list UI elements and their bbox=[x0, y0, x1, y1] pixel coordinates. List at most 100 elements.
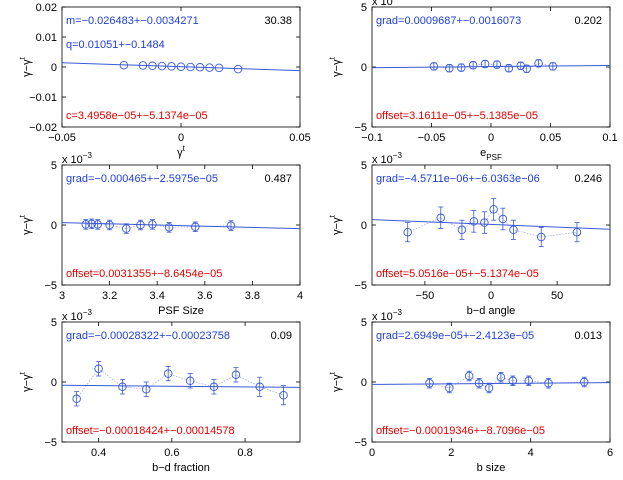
y-axis-label: γ−γt bbox=[18, 214, 33, 234]
x-tick-label: 3.4 bbox=[150, 290, 165, 302]
data-point bbox=[544, 378, 553, 388]
value-label: 0.09 bbox=[271, 330, 292, 342]
x-tick-label: 0.1 bbox=[602, 132, 617, 144]
axis-exponent: x 10−3 bbox=[372, 151, 402, 166]
x-tick-label: 0 bbox=[178, 132, 184, 144]
y-tick-label: 5 bbox=[51, 317, 57, 329]
data-point bbox=[496, 372, 506, 382]
y-tick-label: −5 bbox=[354, 437, 367, 449]
panel-4: −50 0 50−505 x 10−3b−d angleγ−γtgrad=−4.571… bbox=[328, 151, 611, 317]
data-point bbox=[468, 60, 478, 70]
y-axis-label: γ−γt bbox=[18, 371, 33, 391]
data-point bbox=[81, 220, 91, 229]
y-tick-label: 5 bbox=[361, 160, 367, 172]
data-point bbox=[94, 364, 103, 374]
x-axis-label: b size bbox=[477, 462, 506, 474]
data-point bbox=[534, 59, 543, 68]
data-point bbox=[167, 62, 176, 71]
data-point bbox=[231, 370, 241, 380]
data-point bbox=[480, 59, 490, 69]
data-point bbox=[226, 221, 236, 230]
axis-exponent: x 10−3 bbox=[372, 0, 402, 8]
x-tick-label: 0.05 bbox=[289, 132, 310, 144]
y-tick-label: −5 bbox=[44, 280, 57, 292]
fit-line bbox=[371, 219, 611, 230]
y-tick-label: 5 bbox=[361, 317, 367, 329]
data-point bbox=[498, 214, 508, 224]
data-point bbox=[141, 384, 151, 394]
data-point bbox=[195, 63, 205, 72]
data-point bbox=[548, 62, 558, 71]
data-point bbox=[436, 213, 446, 223]
data-point bbox=[522, 64, 531, 74]
data-point bbox=[72, 394, 81, 404]
y-tick-label: 5 bbox=[51, 160, 57, 172]
x-tick-label: 6 bbox=[607, 447, 613, 459]
point-connector bbox=[429, 375, 585, 389]
data-point bbox=[429, 62, 439, 71]
data-point bbox=[148, 61, 157, 71]
fit-annotation-red: offset=−0.00018424+−0.00014578 bbox=[66, 425, 235, 437]
x-tick-label: 4 bbox=[528, 447, 534, 459]
x-tick-label: 2 bbox=[448, 447, 454, 459]
value-label: 0.246 bbox=[574, 173, 602, 185]
x-tick-label: 0.4 bbox=[91, 447, 106, 459]
fit-annotation-blue: grad=−4.5711e−06+−6.0363e−06 bbox=[376, 173, 540, 185]
data-point bbox=[572, 227, 582, 237]
data-point bbox=[457, 63, 466, 72]
x-tick-label: 0 bbox=[488, 132, 494, 144]
data-point bbox=[138, 61, 148, 70]
x-tick-label: 3 bbox=[59, 290, 65, 302]
y-tick-label: 0 bbox=[51, 220, 57, 232]
point-connector bbox=[407, 208, 577, 238]
y-axis-label: γ−γt bbox=[328, 371, 343, 391]
data-point bbox=[93, 220, 102, 229]
panel-3: 3 3.2 3.4 3.6 3.8 4 −5 0 5 x 10−3 PSF Size γ−γt grad… bbox=[18, 151, 303, 317]
x-tick-label: 0 bbox=[488, 290, 494, 302]
x-tick-label: 0.05 bbox=[540, 132, 561, 144]
fit-annotation-blue: grad=−0.000465+−2.5975e−05 bbox=[66, 173, 218, 185]
x-axis-label: γt bbox=[177, 144, 186, 159]
value-label: 30.38 bbox=[264, 15, 292, 27]
data-point bbox=[148, 220, 157, 229]
y-tick-label: 0.02 bbox=[36, 2, 57, 14]
data-point bbox=[118, 382, 127, 392]
data-point bbox=[186, 62, 195, 72]
panel-1: −0.05 0 0.05 −0.02 −0.01 0 0.01 0.02 γt γ−γt m=−0.… bbox=[18, 2, 311, 159]
x-tick-label: −0.05 bbox=[418, 132, 446, 144]
y-tick-label: −5 bbox=[354, 122, 367, 134]
data-point bbox=[524, 376, 533, 386]
x-axis-label: b−d fraction bbox=[152, 462, 210, 474]
data-point bbox=[492, 60, 502, 69]
y-tick-label: −5 bbox=[44, 437, 57, 449]
data-point bbox=[469, 217, 479, 226]
x-axis-label: b−d angle bbox=[467, 305, 516, 317]
data-point bbox=[445, 63, 454, 73]
data-point bbox=[403, 227, 412, 237]
panel-5: 0.4 0.6 0.8 −5 0 5 x 10−3 b−d fraction γ−γt grad=… bbox=[18, 308, 301, 474]
data-point bbox=[504, 63, 514, 73]
data-point bbox=[509, 225, 518, 235]
y-axis-label: γ−γt bbox=[18, 56, 33, 76]
x-tick-label: 0.8 bbox=[237, 447, 252, 459]
fit-annotation-blue: grad=2.6949e−05+−2.4123e−05 bbox=[376, 330, 534, 342]
fit-annotation-red: offset=3.1611e−05+−5.1385e−05 bbox=[376, 110, 538, 122]
data-point bbox=[579, 377, 589, 387]
axis-exponent: x 10−3 bbox=[372, 308, 402, 323]
fit-annotation-blue: q=0.01051+−0.1484 bbox=[66, 39, 165, 51]
x-axis-label: PSF Size bbox=[158, 305, 204, 317]
data-point bbox=[87, 219, 96, 229]
data-point bbox=[122, 224, 131, 233]
fit-line bbox=[61, 62, 301, 72]
data-point bbox=[214, 63, 224, 73]
fit-annotation-red: offset=5.0516e−05+−5.1374e−05 bbox=[376, 268, 539, 280]
data-point bbox=[474, 378, 484, 388]
value-label: 0.013 bbox=[574, 330, 602, 342]
point-connector bbox=[76, 368, 284, 400]
value-label: 0.202 bbox=[574, 15, 602, 27]
panel-6: 0 2 4 6−505 x 10−3b sizeγ−γtgrad=2.6949e−05+… bbox=[328, 308, 613, 474]
axis-exponent: x 10−3 bbox=[62, 151, 92, 166]
x-tick-label: 50 bbox=[551, 290, 563, 302]
data-point bbox=[445, 383, 454, 393]
